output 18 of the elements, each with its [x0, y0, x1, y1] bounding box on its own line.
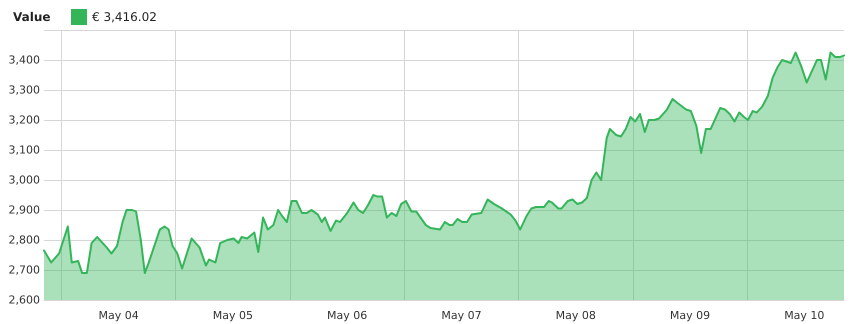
x-tick-label: May 05 — [212, 309, 254, 322]
legend-title: Value — [13, 10, 51, 24]
y-tick-label: 3,000 — [8, 174, 40, 186]
y-tick-label: 2,800 — [8, 234, 40, 246]
y-tick-label: 3,100 — [8, 144, 40, 156]
x-tick-label: May 06 — [327, 309, 368, 322]
y-tick-label: 2,700 — [8, 264, 40, 276]
x-tick-label: May 09 — [670, 309, 710, 322]
x-tick-label: May 10 — [784, 309, 824, 322]
y-tick-label: 2,900 — [8, 204, 40, 216]
y-tick-label: 2,600 — [8, 294, 40, 306]
y-tick-label: 3,200 — [8, 114, 40, 126]
y-tick-label: 3,300 — [8, 84, 40, 96]
x-tick-label: May 04 — [98, 309, 139, 322]
x-tick-label: May 07 — [441, 309, 482, 322]
y-tick-label: 3,400 — [8, 54, 40, 66]
legend-label: € 3,416.02 — [92, 10, 157, 24]
x-tick-label: May 08 — [556, 309, 596, 322]
